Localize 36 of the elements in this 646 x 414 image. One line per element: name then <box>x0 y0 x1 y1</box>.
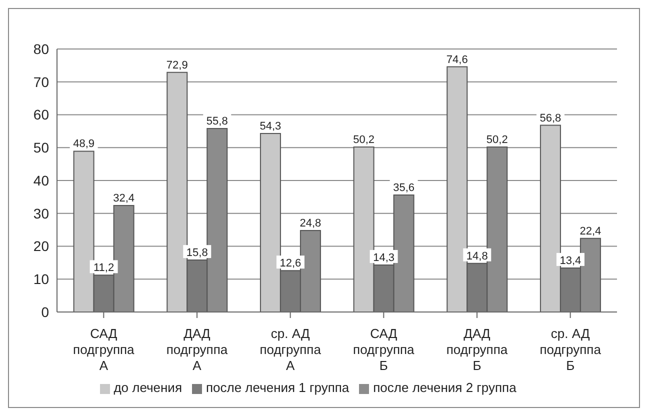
legend-label: после лечения 1 группа <box>206 380 350 395</box>
data-label: 14,3 <box>373 252 395 264</box>
x-tick-label: ср. АД подгруппа Б <box>540 326 602 373</box>
data-label: 11,2 <box>94 262 114 274</box>
y-tick-label: 40 <box>33 172 50 188</box>
data-label: 72,9 <box>166 59 188 72</box>
legend-label: после лечения 2 группа <box>373 380 516 395</box>
y-tick-label: 80 <box>33 40 50 57</box>
data-label: 12,6 <box>280 258 302 270</box>
data-label: 32,4 <box>113 192 135 204</box>
x-tick-label: САД подгруппа Б <box>353 326 416 373</box>
data-label: 48,9 <box>73 138 95 150</box>
y-tick-label: 20 <box>33 238 50 254</box>
legend-label: до лечения <box>114 380 182 395</box>
x-tick-label: ср. АД подгруппа А <box>260 326 322 373</box>
y-tick-label: 30 <box>33 205 50 222</box>
data-label: 13,4 <box>560 254 582 267</box>
x-tick-label: ДАД подгруппа Б <box>446 326 508 373</box>
data-label: 24,8 <box>300 217 322 230</box>
y-tick-label: 0 <box>41 304 50 320</box>
data-label: 14,8 <box>466 250 488 262</box>
y-tick-label: 10 <box>33 271 50 288</box>
y-tick-label: 50 <box>33 140 50 156</box>
data-label: 15,8 <box>186 247 208 260</box>
data-label: 50,2 <box>353 134 375 146</box>
data-label: 54,3 <box>260 120 282 132</box>
data-label: 56,8 <box>540 112 562 124</box>
data-label: 55,8 <box>206 116 228 128</box>
data-label: 35,6 <box>393 182 415 194</box>
data-label: 22,4 <box>580 225 602 238</box>
y-tick-label: 60 <box>33 106 50 123</box>
x-tick-label: САД подгруппа А <box>73 326 136 373</box>
x-tick-label: ДАД подгруппа А <box>166 326 228 373</box>
y-tick-label: 70 <box>33 74 50 90</box>
data-label: 50,2 <box>486 134 508 146</box>
data-label: 74,6 <box>446 54 468 66</box>
